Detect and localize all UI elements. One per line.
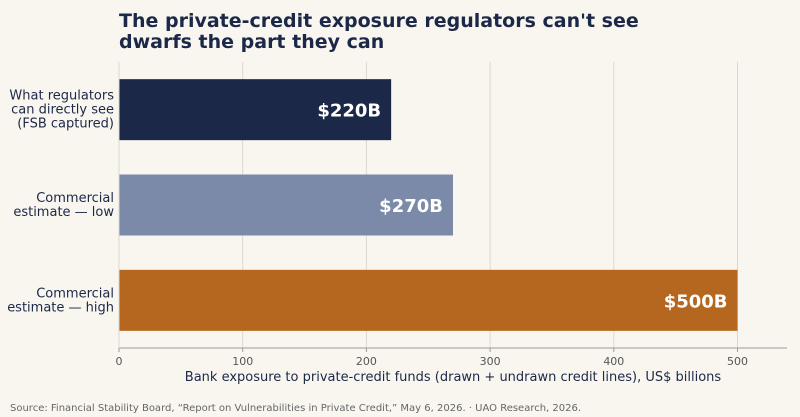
category-label: What regulators can directly see (FSB capt…	[9, 89, 114, 132]
category-label-line: Commercial	[36, 286, 114, 301]
source-note: Source: Financial Stability Board, “Repo…	[10, 403, 581, 414]
bar-value-label: $270B	[379, 196, 443, 217]
category-label-line: Commercial	[36, 191, 114, 206]
x-tick-label: 0	[116, 355, 123, 368]
category-label-line: estimate — low	[13, 205, 114, 220]
x-axis: 0 100 200 300 400 500	[116, 62, 787, 368]
category-label: Commercial estimate — low	[13, 191, 114, 220]
x-tick-label: 100	[232, 355, 253, 368]
x-tick-label: 200	[356, 355, 377, 368]
category-label-line: What regulators	[9, 89, 114, 104]
chart-title: The private-credit exposure regulators c…	[119, 10, 645, 53]
x-axis-label: Bank exposure to private-credit funds (d…	[185, 370, 722, 385]
bar	[119, 269, 738, 331]
bars: $220B $270B $500B	[119, 79, 738, 331]
category-label: Commercial estimate — high	[7, 286, 114, 315]
bar	[119, 174, 453, 236]
x-tick-label: 400	[603, 355, 624, 368]
x-tick-label: 500	[727, 355, 748, 368]
bar-value-label: $500B	[664, 291, 728, 312]
bar	[119, 79, 392, 141]
category-label-line: estimate — high	[7, 300, 114, 315]
category-label-line: (FSB captured)	[17, 117, 114, 132]
x-tick-label: 300	[480, 355, 501, 368]
chart-title-line-2: dwarfs the part they can	[119, 31, 384, 53]
category-labels: What regulators can directly see (FSB capt…	[7, 89, 114, 316]
chart-title-line-1: The private-credit exposure regulators c…	[119, 10, 639, 32]
bar-value-label: $220B	[317, 101, 381, 122]
category-label-line: can directly see	[11, 103, 114, 118]
